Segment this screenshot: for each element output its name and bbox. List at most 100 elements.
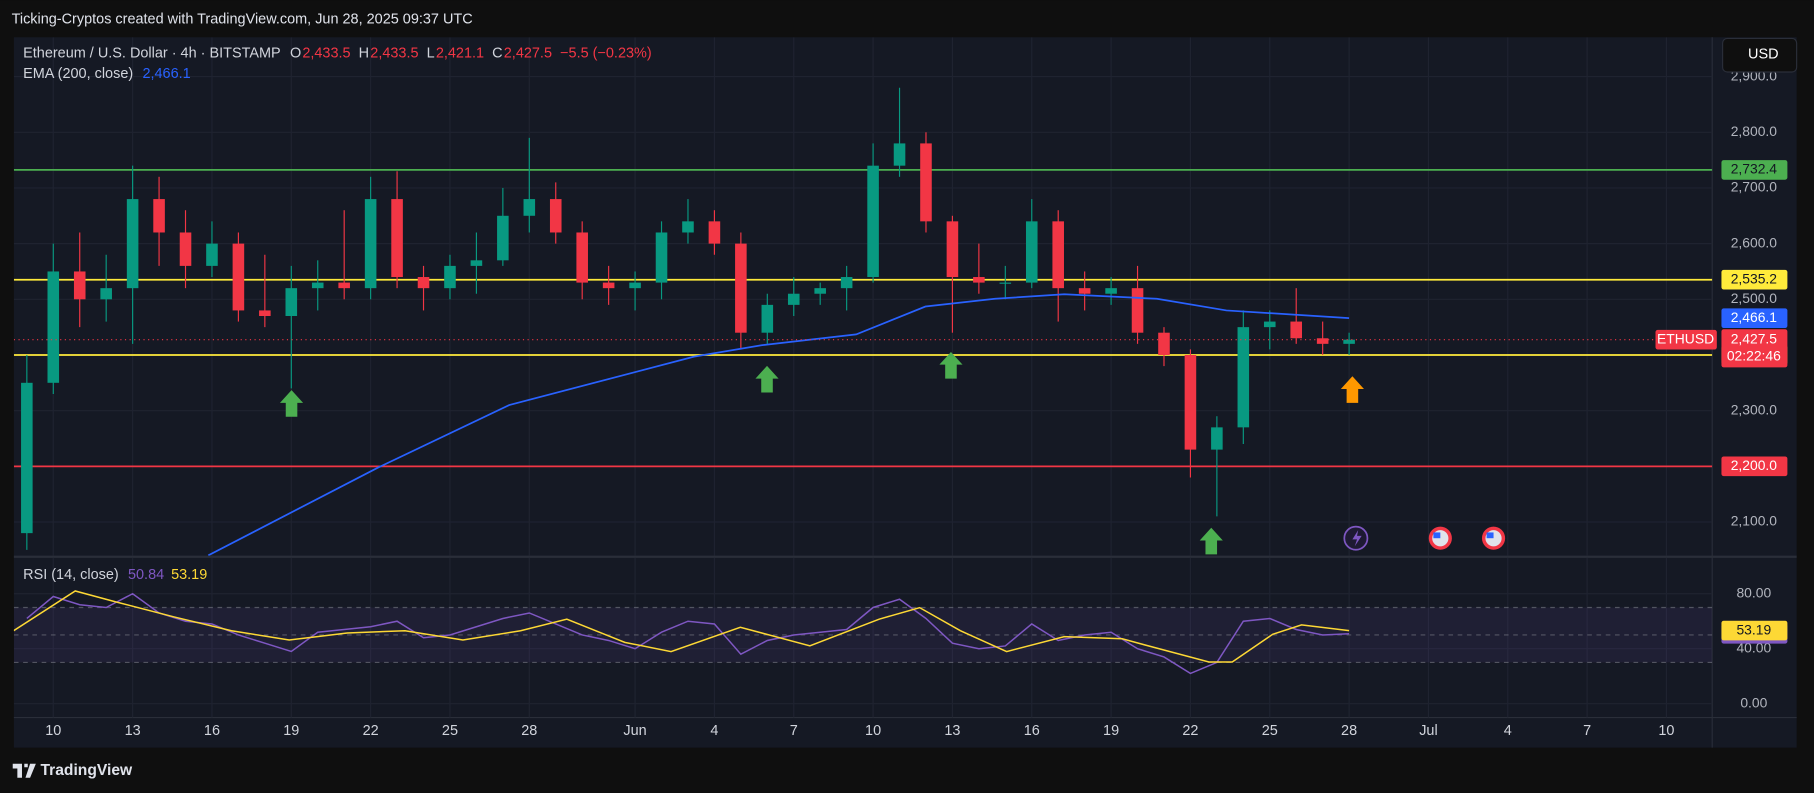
candle-body — [1237, 327, 1250, 428]
candle-body — [47, 271, 60, 383]
candle-body — [1184, 354, 1197, 450]
candle-body — [629, 282, 641, 289]
candle-body — [735, 243, 747, 333]
y-tick-label: 80.00 — [1736, 584, 1771, 600]
candle-body — [867, 165, 879, 278]
y-tick-label: 2,600.0 — [1731, 234, 1778, 250]
rsi-legend-value: 53.19 — [171, 567, 207, 583]
candle-body — [1290, 321, 1302, 339]
candle-body — [126, 199, 139, 289]
symbol-tag-label: ETHUSD — [1657, 330, 1714, 346]
candle-body — [364, 199, 377, 289]
candle-body — [787, 293, 800, 305]
candle-body — [549, 199, 562, 233]
candle-body — [206, 243, 218, 266]
ema-badge — [1721, 308, 1788, 329]
x-tick-label: 13 — [125, 723, 141, 739]
flag-canton — [1486, 532, 1494, 539]
candle-body — [391, 199, 403, 278]
candle-body — [999, 282, 1012, 284]
x-tick-label: 28 — [521, 723, 537, 739]
candle-body — [761, 304, 774, 333]
x-tick-label: 22 — [1182, 723, 1198, 739]
buy-arrow — [1199, 527, 1223, 555]
candle-body — [444, 265, 456, 289]
candle-body — [338, 282, 350, 289]
x-tick-label: 10 — [1658, 723, 1674, 739]
candle-body — [814, 288, 826, 294]
buy-arrow — [755, 365, 779, 393]
candle-body — [153, 199, 165, 233]
y-tick-label: 2,700.0 — [1731, 179, 1778, 195]
candle-body — [1078, 288, 1091, 294]
change: −5.5 (−0.23%) — [560, 45, 652, 61]
x-tick-label: Jul — [1419, 723, 1437, 739]
attribution: Ticking-Cryptos created with TradingView… — [12, 12, 473, 28]
ema-line — [207, 293, 1350, 556]
ohlc-key: L — [427, 45, 435, 61]
candle-body — [893, 143, 906, 166]
candle-body — [523, 199, 536, 216]
currency-button[interactable] — [1722, 37, 1798, 73]
candle-body — [73, 271, 86, 300]
rsi-badge — [1721, 620, 1788, 641]
level-badge — [1721, 456, 1788, 477]
price-badge-label: 2,427.5 — [1731, 330, 1778, 346]
y-tick-label: 0.00 — [1740, 694, 1767, 710]
candle-body — [602, 282, 615, 289]
ohlc-value: 2,421.1 — [436, 45, 484, 61]
symbol-tag — [1655, 329, 1717, 350]
candle-body — [1211, 427, 1223, 450]
x-tick-label: 28 — [1341, 723, 1357, 739]
caution-arrow — [1340, 376, 1364, 403]
level-label: 2,732.4 — [1731, 161, 1778, 177]
y-tick-label: 2,800.0 — [1731, 123, 1778, 139]
candle-body — [470, 260, 483, 266]
candle-body — [21, 382, 33, 534]
y-tick-label: 2,500.0 — [1731, 290, 1778, 306]
candle-body — [920, 143, 932, 222]
ohlc-key: C — [492, 45, 502, 61]
x-tick-label: 13 — [944, 723, 960, 739]
candle-body — [1263, 321, 1276, 328]
rsi-pane — [13, 557, 1713, 718]
candle-body — [100, 288, 112, 300]
rsi-legend-value: 50.84 — [128, 567, 164, 583]
x-tick-label: 16 — [1024, 723, 1040, 739]
candle-body — [973, 277, 985, 283]
rsi-line — [13, 590, 1350, 663]
footer-logo — [12, 763, 36, 778]
candle-body — [946, 221, 959, 278]
candle-body — [576, 232, 588, 283]
candle-body — [1316, 338, 1329, 344]
logo-mark — [12, 763, 36, 778]
event-icons — [1343, 525, 1506, 551]
x-tick-label: 4 — [710, 723, 718, 739]
x-tick-label: 7 — [790, 723, 798, 739]
ema-legend-value: 2,466.1 — [142, 66, 190, 82]
candle-body — [840, 277, 853, 289]
candle-body — [708, 221, 721, 244]
candle-body — [682, 221, 694, 233]
x-tick-label: 7 — [1583, 723, 1591, 739]
ema-badge-label: 2,466.1 — [1731, 309, 1778, 325]
candle-body — [417, 277, 430, 289]
y-tick-label: 2,300.0 — [1731, 401, 1778, 417]
candle-body — [285, 288, 298, 316]
rsi-badge-label: 53.19 — [1736, 621, 1771, 637]
buy-arrow — [279, 390, 304, 417]
footer-brand: TradingView — [40, 762, 133, 779]
x-tick-label: 19 — [283, 723, 299, 739]
price-badge — [1721, 329, 1788, 368]
candle-body — [1105, 288, 1117, 294]
candle-body — [232, 243, 245, 311]
ohlc-value: 2,427.5 — [504, 45, 552, 61]
level-label: 2,200.0 — [1731, 457, 1778, 473]
ohlc-key: O — [290, 45, 301, 61]
level-badge — [1721, 160, 1788, 180]
candle-body — [259, 310, 271, 316]
rsi-legend: RSI (14, close) — [23, 567, 119, 583]
x-tick-label: 4 — [1504, 723, 1512, 739]
symbol-title: Ethereum / U.S. Dollar · 4h · BITSTAMP — [23, 45, 281, 61]
currency-label: USD — [1748, 46, 1779, 62]
